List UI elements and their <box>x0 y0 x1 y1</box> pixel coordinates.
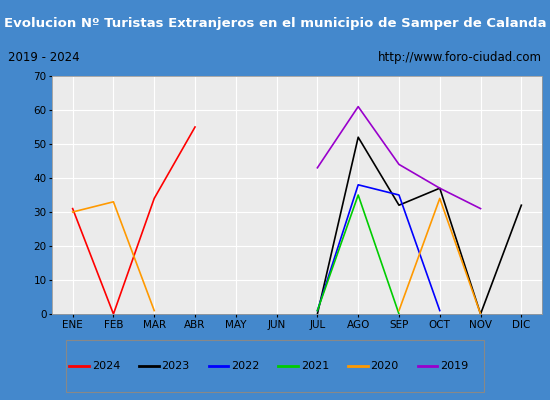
Line: 2024: 2024 <box>73 127 195 314</box>
Line: 2021: 2021 <box>317 195 399 314</box>
Text: 2021: 2021 <box>301 361 329 371</box>
2024 <box>192 125 199 130</box>
2024 <box>110 312 117 316</box>
2019 <box>314 166 321 170</box>
Text: 2024: 2024 <box>92 361 120 371</box>
Text: http://www.foro-ciudad.com: http://www.foro-ciudad.com <box>378 51 542 64</box>
2019 <box>355 104 361 109</box>
2021 <box>355 193 361 198</box>
Line: 2022: 2022 <box>317 185 440 310</box>
2024 <box>69 206 76 211</box>
2019 <box>395 162 402 167</box>
2020 <box>151 308 157 313</box>
Text: 2020: 2020 <box>371 361 399 371</box>
2019 <box>437 186 443 190</box>
Text: 2023: 2023 <box>162 361 190 371</box>
2019 <box>477 206 484 211</box>
Text: 2022: 2022 <box>231 361 260 371</box>
2020 <box>110 200 117 204</box>
2022 <box>395 193 402 198</box>
2022 <box>355 182 361 187</box>
2022 <box>314 308 321 313</box>
Line: 2019: 2019 <box>317 107 481 209</box>
Text: 2019: 2019 <box>440 361 469 371</box>
Text: 2019 - 2024: 2019 - 2024 <box>8 51 80 64</box>
2022 <box>437 308 443 313</box>
2024 <box>151 196 157 201</box>
Line: 2020: 2020 <box>73 202 154 310</box>
2021 <box>314 308 321 313</box>
2021 <box>395 312 402 316</box>
Text: Evolucion Nº Turistas Extranjeros en el municipio de Samper de Calanda: Evolucion Nº Turistas Extranjeros en el … <box>4 16 546 30</box>
2020 <box>69 210 76 214</box>
